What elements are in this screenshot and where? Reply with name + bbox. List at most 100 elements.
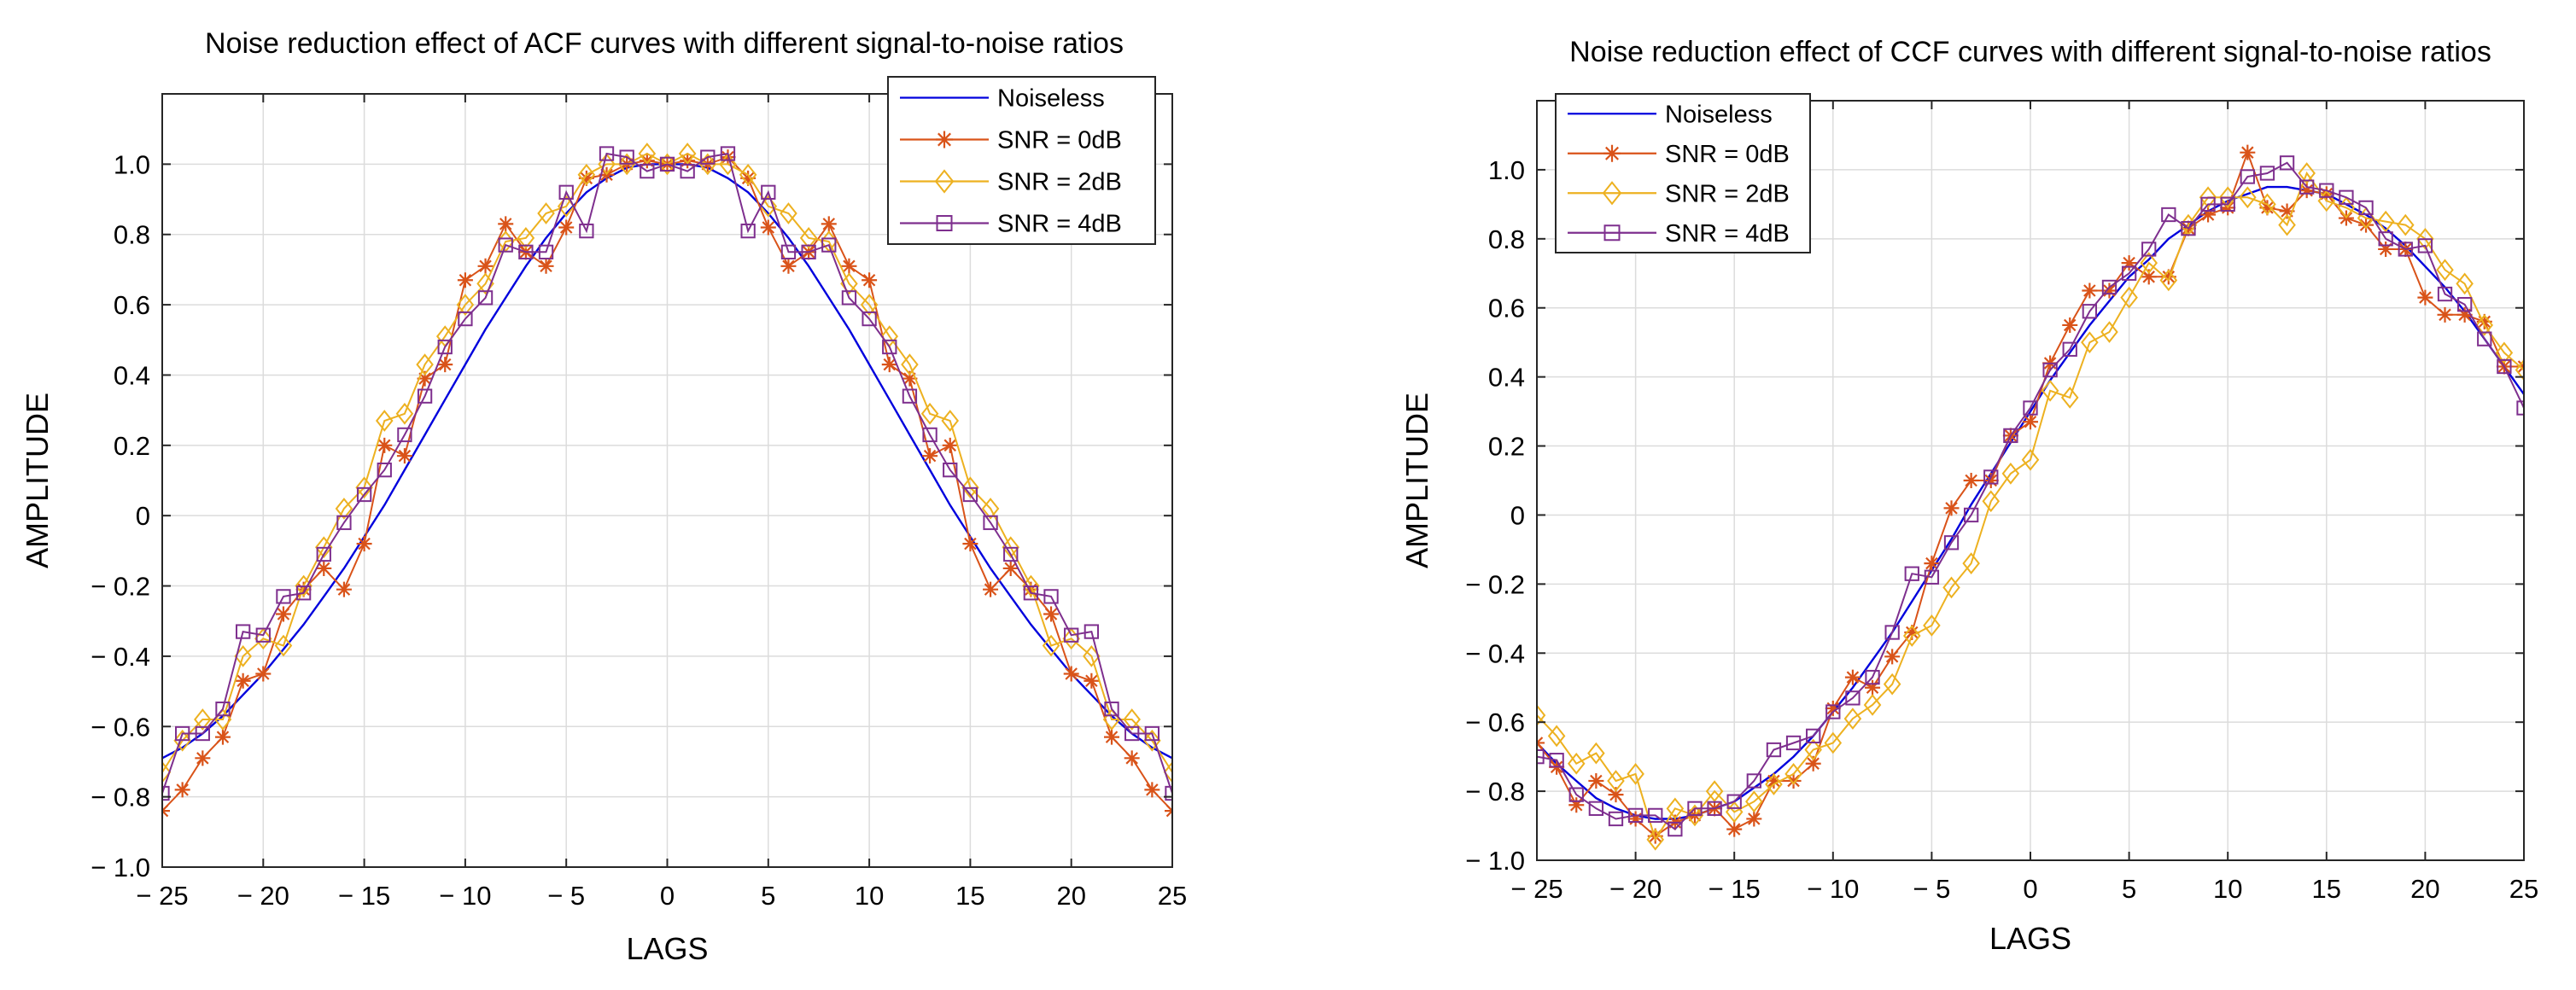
data-point (2259, 200, 2275, 216)
data-point (1607, 770, 1625, 792)
data-point (962, 536, 978, 552)
data-point (1163, 760, 1172, 783)
data-point (1043, 589, 1059, 604)
data-point (254, 627, 272, 650)
data-point (740, 170, 756, 186)
data-point (314, 536, 333, 559)
data-point (2003, 428, 2018, 444)
y-tick-label: − 0.4 (91, 642, 150, 672)
data-point (2120, 286, 2138, 309)
data-point (1063, 666, 1079, 682)
data-point (417, 370, 433, 387)
x-axis-label: LAGS (626, 931, 708, 966)
data-point (1627, 763, 1644, 785)
data-point (2417, 238, 2433, 253)
data-point (1537, 704, 1546, 726)
series-3 (162, 146, 1172, 801)
data-point (316, 560, 332, 576)
y-tick-label: 0.4 (1488, 363, 1525, 393)
data-point (558, 184, 574, 200)
data-point (720, 149, 736, 166)
y-tick-label: − 0.8 (91, 783, 150, 812)
data-point (2082, 282, 2098, 299)
data-point (1785, 763, 1802, 785)
data-point (214, 729, 231, 745)
data-point (739, 163, 757, 186)
data-point (1567, 752, 1586, 775)
data-point (1648, 807, 1663, 824)
data-point (1983, 473, 1999, 488)
data-point (942, 437, 958, 453)
data-point (780, 202, 797, 224)
data-point (1647, 828, 1663, 844)
data-point (2240, 144, 2256, 160)
data-point (2456, 297, 2473, 312)
data-point (194, 708, 212, 731)
data-point (2396, 213, 2415, 236)
y-tick-label: 0 (136, 501, 150, 531)
data-point (335, 498, 353, 520)
data-point (922, 427, 938, 443)
data-point (274, 634, 293, 657)
data-point (1002, 536, 1020, 559)
data-point (1608, 787, 1624, 803)
data-point (1646, 828, 1665, 851)
x-tick-label: 10 (2213, 874, 2242, 904)
data-point (2121, 255, 2137, 271)
x-tick-label: 5 (761, 881, 775, 911)
data-point (458, 311, 473, 327)
data-point (316, 546, 331, 562)
data-point (2516, 400, 2524, 416)
ticks: − 25 − 20 − 15 − 10 − 5 0 5 10 15 20 25 − 1.0 − 0.8 −… (91, 94, 1187, 911)
data-point (1865, 679, 1881, 696)
y-tick-label: − 1.0 (1465, 846, 1525, 876)
data-point (1124, 725, 1140, 742)
legend-box (1555, 93, 1811, 253)
data-point (902, 388, 918, 404)
data-point (2477, 331, 2492, 346)
legend-label: SNR = 4dB (1665, 220, 1790, 248)
data-point (1608, 811, 1624, 827)
data-point (162, 760, 172, 783)
data-point (2200, 196, 2216, 213)
data-point (1547, 725, 1566, 748)
data-point (1883, 673, 1901, 696)
legend-label: SNR = 2dB (1665, 180, 1790, 207)
data-point (639, 153, 655, 169)
legend: Noiseless SNR = 0dB SNR = 2dB SNR = 4dB (1555, 93, 1811, 253)
chart-1: − 25 − 20 − 15 − 10 − 5 0 5 10 15 20 25 − 1.0 − 0.8 −… (20, 27, 1187, 966)
chart-title: Noise reduction effect of ACF curves wit… (205, 27, 1124, 60)
data-point (1884, 649, 1901, 665)
data-point (962, 486, 978, 503)
legend-label: SNR = 0dB (1665, 141, 1790, 168)
data-point (780, 244, 797, 259)
data-point (417, 388, 433, 404)
data-point (2220, 196, 2235, 213)
series-group (1537, 144, 2524, 851)
x-tick-label: 10 (855, 881, 884, 911)
x-tick-label: 15 (2312, 874, 2341, 904)
data-point (2259, 166, 2275, 181)
data-point (2378, 241, 2394, 257)
data-point (1766, 772, 1782, 789)
data-point (860, 294, 879, 316)
data-point (538, 244, 554, 259)
data-point (1084, 673, 1100, 689)
data-point (336, 581, 352, 597)
x-tick-label: − 10 (439, 881, 491, 911)
y-tick-label: 0.2 (1488, 432, 1525, 462)
legend-marker (1602, 181, 1622, 206)
data-point (1588, 801, 1604, 816)
y-tick-label: 1.0 (1488, 155, 1525, 185)
data-point (538, 258, 554, 274)
data-point (1844, 669, 1860, 685)
data-point (395, 402, 414, 425)
x-tick-label: 5 (2122, 874, 2136, 904)
data-point (2416, 227, 2434, 250)
data-point (1627, 807, 1644, 824)
data-point (2240, 169, 2255, 184)
data-point (2200, 207, 2217, 223)
data-point (1084, 624, 1100, 639)
data-point (2021, 448, 2040, 471)
series-3 (1537, 155, 2524, 837)
